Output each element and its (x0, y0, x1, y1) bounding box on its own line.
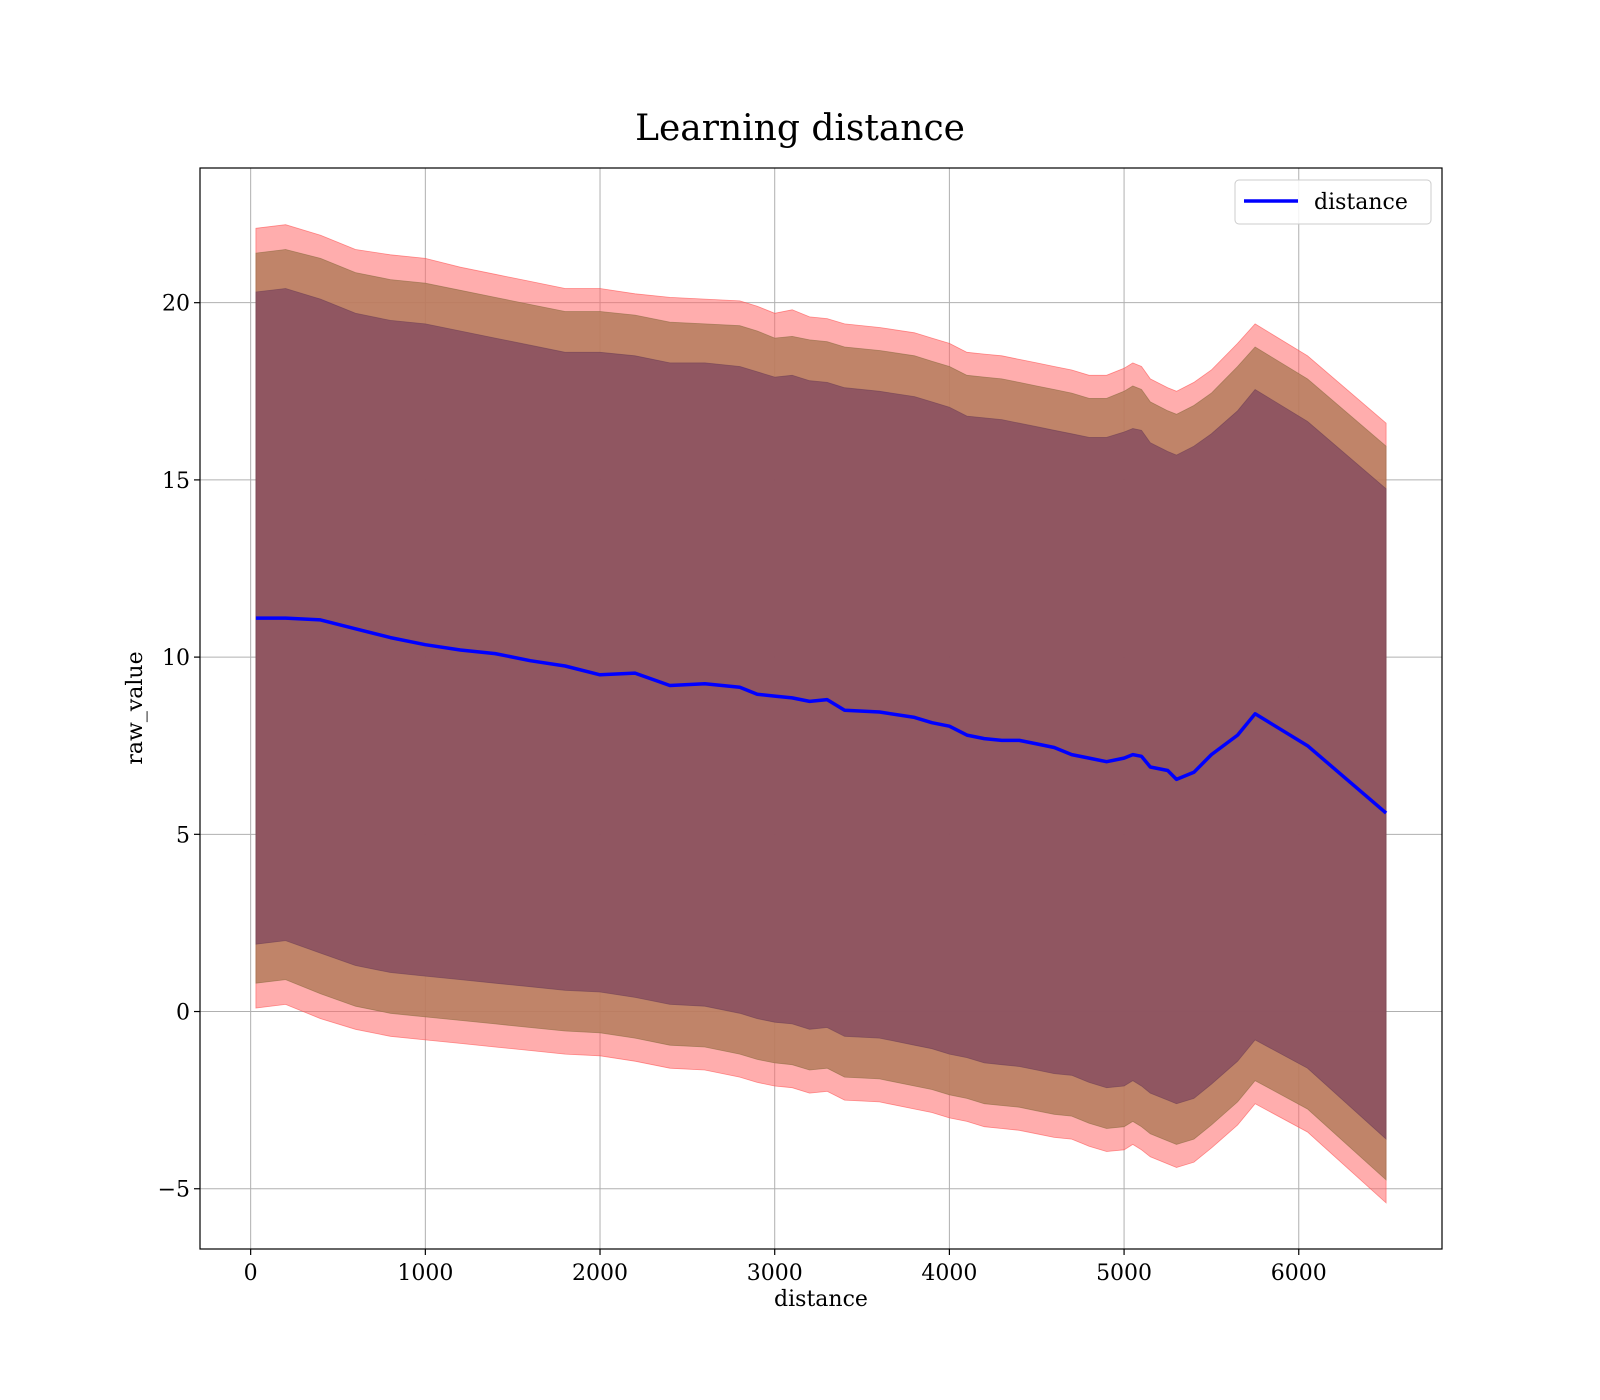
x-tick-label: 4000 (921, 1261, 977, 1286)
x-tick-label: 2000 (572, 1261, 628, 1286)
legend: distance (1234, 179, 1432, 225)
y-tick-label: 5 (176, 823, 190, 848)
y-tick-label: 10 (162, 646, 190, 671)
x-tick-label: 3000 (747, 1261, 803, 1286)
confidence-bands (255, 224, 1387, 1204)
chart-title: Learning distance (635, 108, 965, 149)
x-tick-label: 0 (244, 1261, 258, 1286)
legend-box (1234, 179, 1432, 225)
series-lines (255, 616, 1388, 815)
y-tick-label: −5 (158, 1178, 190, 1203)
x-tick-label: 6000 (1271, 1261, 1327, 1286)
y-tick-label: 15 (162, 469, 190, 494)
legend-label-distance: distance (1314, 190, 1408, 215)
band-inner (255, 288, 1387, 1140)
series-line-distance (255, 616, 1388, 815)
y-tick-label: 0 (176, 1001, 190, 1026)
plot-frame (199, 167, 1443, 1250)
axis-ticks: 0 1000 2000 3000 4000 5000 6000 −5 0 5 10 15 20 (158, 292, 1327, 1286)
y-axis-label: raw_value (123, 651, 148, 764)
x-tick-label: 5000 (1096, 1261, 1152, 1286)
x-axis-label: distance (774, 1287, 868, 1312)
y-tick-label: 20 (162, 292, 190, 317)
x-tick-label: 1000 (397, 1261, 453, 1286)
